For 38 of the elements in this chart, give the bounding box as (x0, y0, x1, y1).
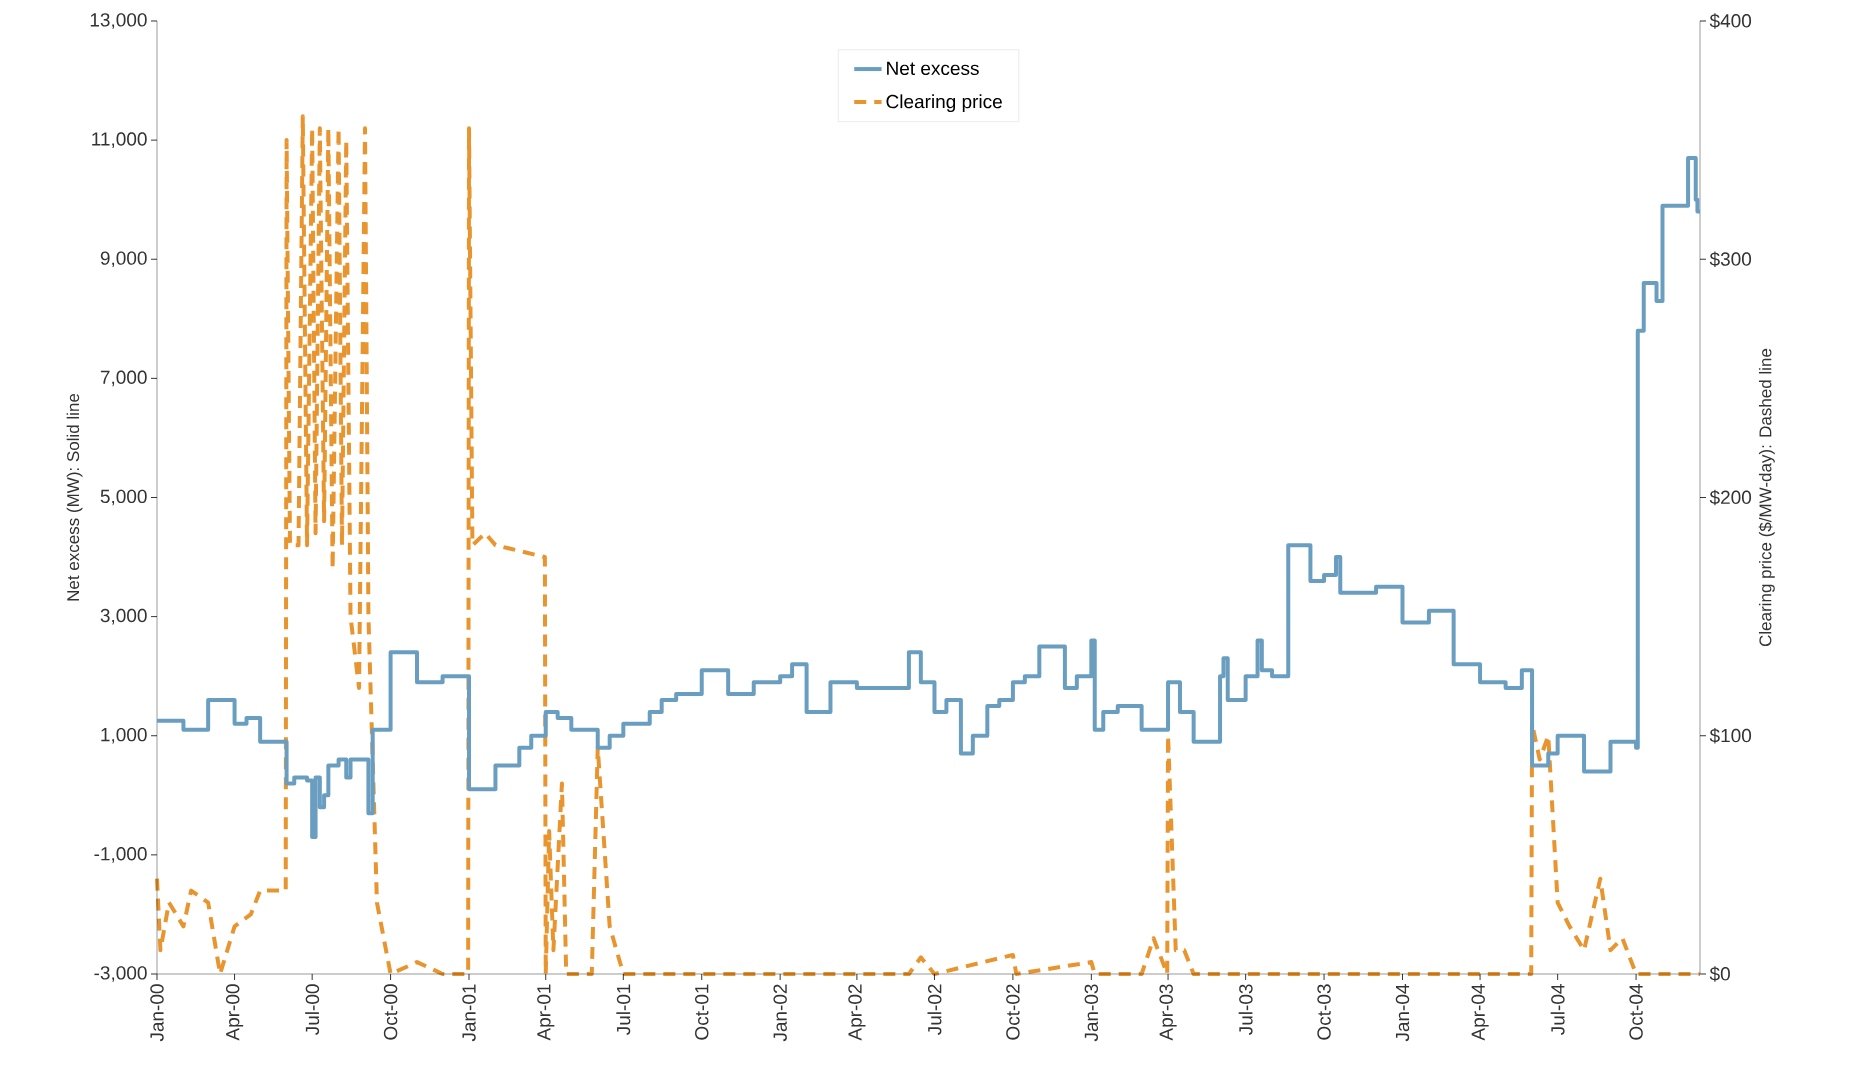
y2-tick-label: $300 (1709, 251, 1752, 267)
x-tick-label: Jan-01 (462, 984, 476, 1042)
x-tick-label: Oct-03 (1317, 984, 1331, 1040)
x-tick-label: Jul-01 (616, 984, 631, 1035)
y2-tick-label: $200 (1709, 489, 1752, 506)
y2-tick-label: $100 (1709, 728, 1752, 744)
y-tick-label: 11,000 (92, 132, 147, 148)
x-tick-label: Jan-02 (773, 984, 787, 1042)
y2-axis-title: Clearing price ($/MW-day): Dashed line (1758, 348, 1775, 647)
x-tick-label: Jul-03 (1238, 984, 1253, 1035)
y-axis-title: Net excess (MW): Solid line (66, 393, 83, 601)
x-tick-label: Oct-02 (1006, 984, 1020, 1040)
x-tick-label: Jan-03 (1084, 984, 1099, 1042)
legend-label: Net excess (887, 61, 979, 76)
x-tick-label: Apr-01 (537, 984, 555, 1041)
x-tick-label: Jan-00 (150, 984, 164, 1042)
x-tick-label: Apr-04 (1471, 984, 1489, 1041)
x-tick-label: Apr-03 (1159, 984, 1177, 1041)
y-tick-label: 7,000 (100, 370, 147, 387)
x-tick-label: Jan-04 (1395, 984, 1410, 1042)
legend-label: Clearing price (886, 94, 1002, 113)
y-tick-label: -1,000 (94, 847, 147, 863)
x-tick-label: Jul-02 (927, 984, 942, 1035)
x-tick-label: Apr-02 (848, 984, 866, 1041)
y2-tick-label: $400 (1709, 13, 1752, 29)
y-tick-label: 5,000 (100, 489, 147, 506)
x-tick-label: Oct-01 (695, 984, 709, 1040)
y-tick-label: 13,000 (90, 13, 147, 29)
x-tick-label: Jul-04 (1550, 984, 1565, 1035)
x-tick-label: Apr-00 (225, 984, 244, 1041)
x-tick-label: Oct-04 (1629, 984, 1643, 1040)
y-tick-label: 1,000 (101, 727, 147, 744)
x-tick-label: Oct-00 (383, 984, 398, 1040)
y-tick-label: 3,000 (100, 608, 147, 625)
y-tick-label: 9,000 (100, 251, 147, 268)
x-tick-label: Jul-00 (305, 984, 320, 1035)
y-tick-label: -3,000 (94, 966, 147, 982)
y2-tick-label: $0 (1709, 966, 1730, 982)
